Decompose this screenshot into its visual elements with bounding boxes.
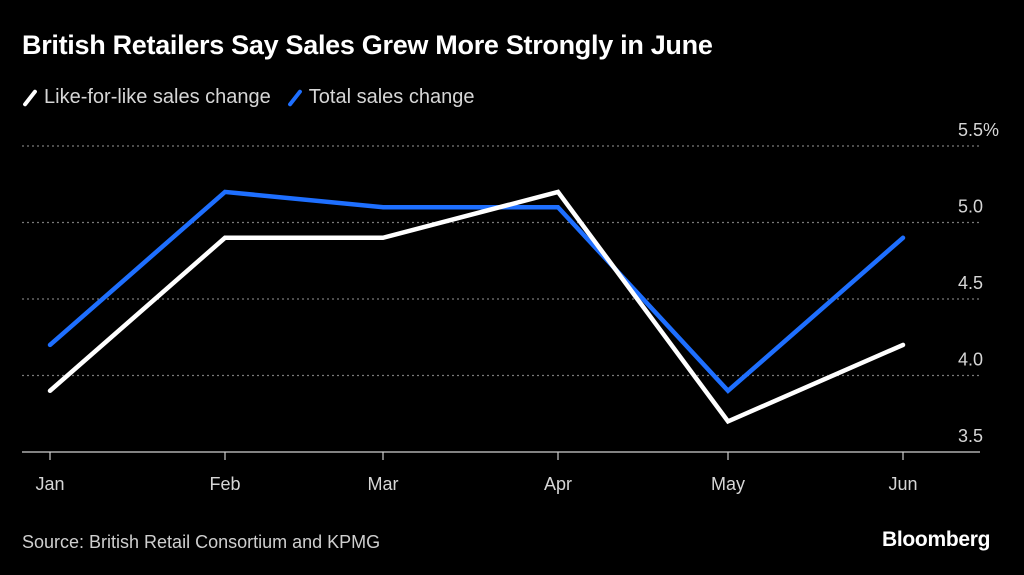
legend-item-like-for-like: Like-for-like sales change [22, 86, 271, 109]
y-tick-label: 5.0 [958, 197, 983, 217]
source-note: Source: British Retail Consortium and KP… [22, 532, 381, 552]
legend-item-total: Total sales change [287, 86, 475, 109]
y-tick-label: 4.5 [958, 273, 983, 293]
legend: Like-for-like sales change Total sales c… [22, 86, 490, 109]
x-tick-label: Jan [35, 474, 64, 494]
bloomberg-logo: Bloomberg [882, 528, 991, 551]
x-tick-label: Jun [888, 474, 917, 494]
x-tick-label: May [711, 474, 745, 494]
y-tick-label: 3.5 [958, 426, 983, 446]
x-tick-label: Feb [209, 474, 240, 494]
y-tick-label: 4.0 [958, 350, 983, 370]
x-tick-label: Mar [368, 474, 399, 494]
legend-label-total: Total sales change [308, 86, 475, 108]
chart-title: British Retailers Say Sales Grew More St… [22, 30, 713, 60]
x-tick-label: Apr [544, 474, 572, 494]
legend-label-like-for-like: Like-for-like sales change [44, 86, 271, 108]
y-tick-label: 5.5% [958, 120, 999, 140]
series-line-like-for-like [47, 189, 906, 425]
series-line-total [47, 189, 906, 394]
